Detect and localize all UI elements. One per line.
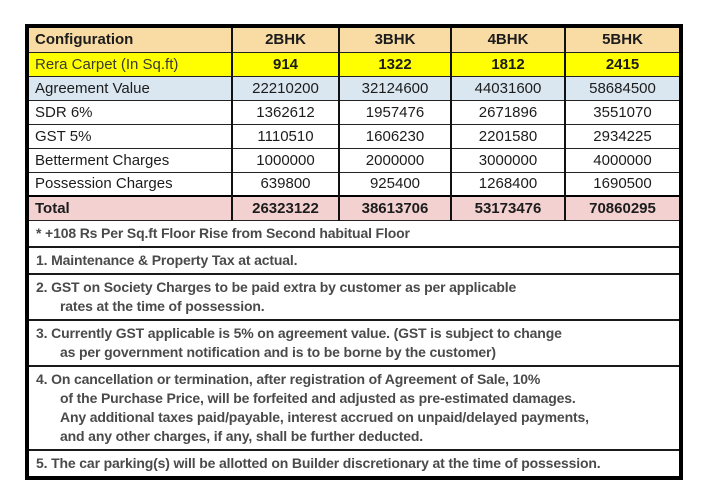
note-line: * +108 Rs Per Sq.ft Floor Rise from Seco… <box>36 224 410 241</box>
row-label: Possession Charges <box>35 175 173 193</box>
note-line: of the Purchase Price, will be forfeited… <box>60 389 576 406</box>
header-col-3bhk: 3BHK <box>338 28 451 52</box>
table-row: GST 5% 1110510 1606230 2201580 2934225 <box>29 124 679 148</box>
note-line: 2. GST on Society Charges to be paid ext… <box>36 278 517 295</box>
row-value: 38613706 <box>338 196 451 220</box>
row-value: 925400 <box>338 172 451 196</box>
price-table: Configuration 2BHK 3BHK 4BHK 5BHK Rera Carp… <box>29 28 679 221</box>
row-value: 639800 <box>231 172 339 196</box>
table-row: SDR 6% 1362612 1957476 2671896 3551070 <box>29 100 679 124</box>
row-value: 70860295 <box>564 196 679 220</box>
note-row: 1. Maintenance & Property Tax at actual. <box>29 248 679 275</box>
row-value: 1268400 <box>450 172 565 196</box>
row-label: Rera Carpet (In Sq.ft) <box>35 55 179 73</box>
table-row: Total 26323122 38613706 53173476 70860295 <box>29 196 679 220</box>
note-line: as per government notification and is to… <box>60 343 496 360</box>
note-line: and any other charges, if any, shall be … <box>60 427 424 444</box>
row-label: Betterment Charges <box>35 151 170 169</box>
row-label: GST 5% <box>35 127 92 145</box>
note-line: 3. Currently GST applicable is 5% on agr… <box>36 324 562 341</box>
table-row: Agreement Value 22210200 32124600 44031600 5… <box>29 76 679 100</box>
row-value: 1957476 <box>338 100 451 124</box>
note-line: 1. Maintenance & Property Tax at actual. <box>36 251 298 268</box>
row-value: 2934225 <box>564 124 679 148</box>
row-value: 44031600 <box>450 76 565 100</box>
row-value: 2415 <box>564 52 679 76</box>
row-value: 1812 <box>450 52 565 76</box>
row-value: 2671896 <box>450 100 565 124</box>
note-row: * +108 Rs Per Sq.ft Floor Rise from Seco… <box>29 221 679 248</box>
row-value: 1362612 <box>231 100 339 124</box>
notes-section: * +108 Rs Per Sq.ft Floor Rise from Seco… <box>29 221 679 476</box>
table-row: Possession Charges 639800 925400 1268400 169… <box>29 172 679 196</box>
note-row: 2. GST on Society Charges to be paid ext… <box>29 275 679 321</box>
row-value: 32124600 <box>338 76 451 100</box>
header-col-4bhk: 4BHK <box>450 28 565 52</box>
header-configuration: Configuration <box>35 31 134 49</box>
row-value: 3000000 <box>450 148 565 172</box>
note-line: 5. The car parking(s) will be allotted o… <box>36 454 601 471</box>
note-row: 5. The car parking(s) will be allotted o… <box>29 451 679 476</box>
row-value: 58684500 <box>564 76 679 100</box>
row-value: 53173476 <box>450 196 565 220</box>
row-value: 1606230 <box>338 124 451 148</box>
header-col-2bhk: 2BHK <box>231 28 339 52</box>
row-value: 1690500 <box>564 172 679 196</box>
table-row: Rera Carpet (In Sq.ft) 914 1322 1812 2415 <box>29 52 679 76</box>
row-value: 22210200 <box>231 76 339 100</box>
row-value: 2201580 <box>450 124 565 148</box>
row-label: Agreement Value <box>35 79 150 97</box>
row-label: Total <box>35 199 70 217</box>
note-line: 4. On cancellation or termination, after… <box>36 370 541 387</box>
table-header-row: Configuration 2BHK 3BHK 4BHK 5BHK <box>29 28 679 52</box>
row-value: 1110510 <box>231 124 339 148</box>
row-value: 914 <box>231 52 339 76</box>
header-col-5bhk: 5BHK <box>564 28 679 52</box>
row-value: 4000000 <box>564 148 679 172</box>
note-line: rates at the time of possession. <box>60 297 265 314</box>
row-value: 1000000 <box>231 148 339 172</box>
rate-card-sheet: Configuration 2BHK 3BHK 4BHK 5BHK Rera Carp… <box>25 24 683 480</box>
row-value: 3551070 <box>564 100 679 124</box>
note-row: 4. On cancellation or termination, after… <box>29 367 679 451</box>
note-row: 3. Currently GST applicable is 5% on agr… <box>29 321 679 367</box>
row-label: SDR 6% <box>35 103 93 121</box>
note-line: Any additional taxes paid/payable, inter… <box>60 408 589 425</box>
row-value: 26323122 <box>231 196 339 220</box>
table-row: Betterment Charges 1000000 2000000 3000000 4… <box>29 148 679 172</box>
row-value: 1322 <box>338 52 451 76</box>
row-value: 2000000 <box>338 148 451 172</box>
